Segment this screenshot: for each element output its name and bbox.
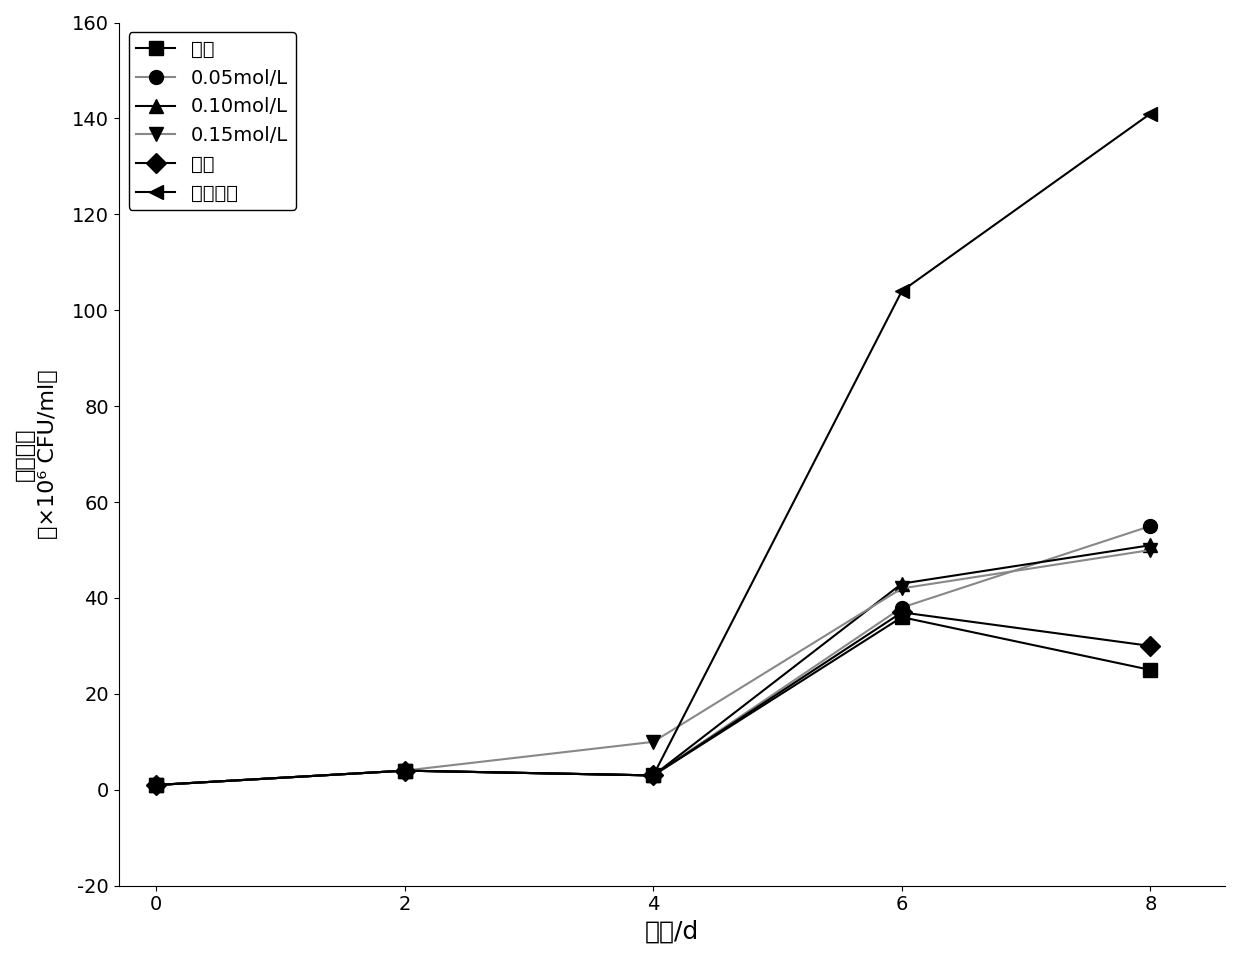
尿素 [646,770,661,782]
胰蛋白胨 [1143,107,1158,119]
Line: 0.15mol/L: 0.15mol/L [149,543,1157,792]
0.05mol/L [397,765,412,777]
Line: 尿素: 尿素 [149,605,1157,792]
0.15mol/L [894,583,909,595]
尿素 [397,765,412,777]
0.05mol/L [1143,521,1158,532]
自养 [1143,665,1158,676]
Legend: 自养, 0.05mol/L, 0.10mol/L, 0.15mol/L, 尿素, 胰蛋白胨: 自养, 0.05mol/L, 0.10mol/L, 0.15mol/L, 尿素,… [129,33,296,210]
0.15mol/L [646,737,661,748]
0.10mol/L [1143,540,1158,551]
0.05mol/L [149,780,164,791]
尿素 [894,607,909,619]
尿素 [149,780,164,791]
自养 [646,770,661,782]
胰蛋白胨 [894,286,909,297]
自养 [149,780,164,791]
Line: 0.05mol/L: 0.05mol/L [149,519,1157,792]
Line: 胰蛋白胨: 胰蛋白胨 [149,106,1157,792]
胰蛋白胨 [646,770,661,782]
X-axis label: 时间/d: 时间/d [645,920,699,944]
0.10mol/L [397,765,412,777]
胰蛋白胨 [149,780,164,791]
0.10mol/L [894,578,909,590]
自养 [397,765,412,777]
Y-axis label: 细胞密度
（×10⁶ CFU/ml）: 细胞密度 （×10⁶ CFU/ml） [15,369,58,539]
Line: 0.10mol/L: 0.10mol/L [149,538,1157,792]
0.05mol/L [646,770,661,782]
0.10mol/L [646,770,661,782]
自养 [894,612,909,623]
尿素 [1143,641,1158,652]
0.10mol/L [149,780,164,791]
Line: 自养: 自养 [149,610,1157,792]
0.15mol/L [149,780,164,791]
0.15mol/L [1143,545,1158,556]
0.05mol/L [894,602,909,614]
胰蛋白胨 [397,765,412,777]
0.15mol/L [397,765,412,777]
